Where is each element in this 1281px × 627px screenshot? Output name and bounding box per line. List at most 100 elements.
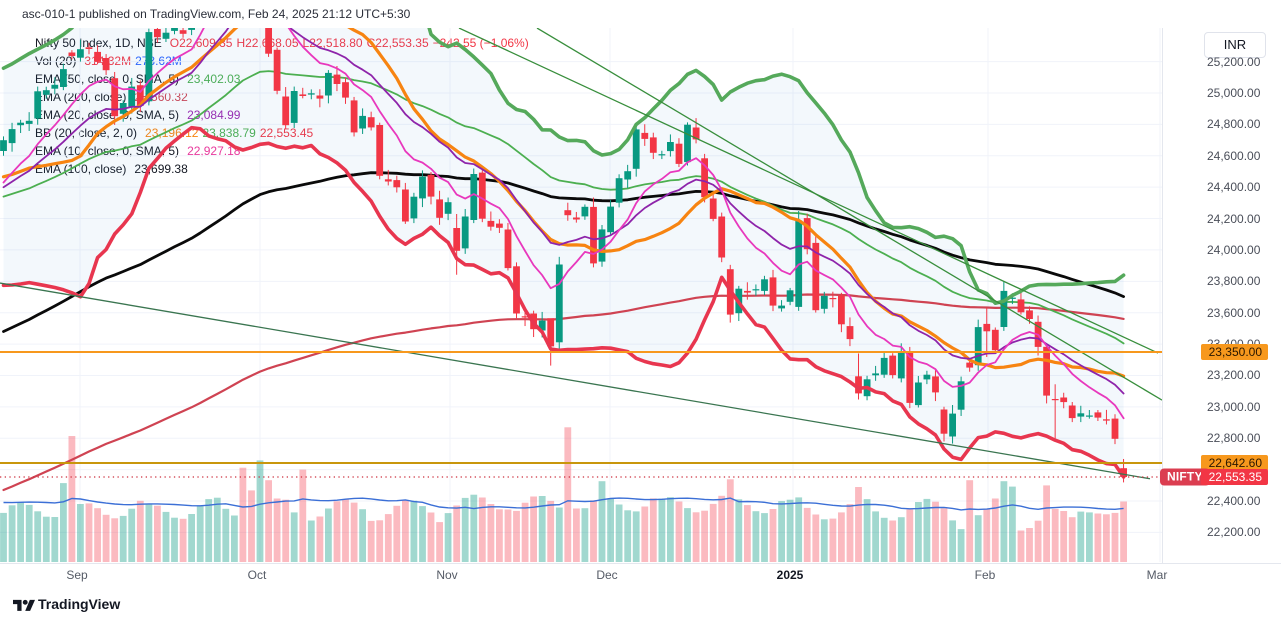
candle-body [769,277,777,306]
candle-body [709,198,717,219]
volume-bar [838,512,845,562]
candle-body [538,320,546,331]
volume-bar [915,502,922,562]
volume-bar [598,481,606,562]
candle-body [419,176,426,199]
chart-pane[interactable]: Nifty 50 Index, 1D, NSEO22,609.35H22,668… [0,0,1281,563]
ema50-line[interactable] [2,70,1125,345]
volume-bar [461,497,469,562]
candle-body [684,124,691,163]
volume-bar [991,498,999,562]
candle-body [290,91,298,123]
volume-bar [94,508,101,562]
candle-body [504,229,512,269]
candle-body [1043,346,1050,396]
volume-bar [154,505,161,562]
candle-body [846,326,854,340]
volume-bar [692,512,700,562]
candle-body [282,96,290,126]
volume-bar [487,504,495,562]
volume-bar [1086,512,1093,562]
trendline[interactable] [458,28,1159,354]
candle-body [649,137,657,153]
volume-bar [290,512,298,562]
bb-lower-line[interactable] [1,125,1126,479]
price-chart[interactable] [0,0,1281,563]
volume-bar [983,509,991,562]
volume-bar [709,503,717,562]
volume-bar [8,505,16,562]
symbol-price-tag: NIFTY [1160,468,1210,486]
candle-body [820,295,828,309]
time-axis[interactable]: Sep Oct Nov Dec 2025 Feb Mar [0,563,1281,588]
ema100-line[interactable] [2,171,1125,333]
volume-bar [1000,481,1008,562]
candle-body [60,69,67,87]
volume-bar [632,511,640,562]
volume-bar [744,505,751,562]
price-tick: 22,400.00 [1207,494,1261,509]
candle-body [111,78,119,117]
volume-bar [419,506,426,562]
candle-body [444,202,452,214]
volume-bar [376,520,384,562]
volume-bar [761,513,768,562]
volume-bar [196,505,204,562]
volume-bar [1094,513,1102,562]
candle-body [1000,290,1008,327]
volume-bar [188,514,195,562]
plot-area[interactable] [0,0,1162,562]
candles[interactable] [0,0,1127,483]
volume-bar [906,509,914,562]
ema20-line[interactable] [2,1,1125,395]
volume-bar [667,497,674,562]
volume-bar [402,500,409,562]
volume-bar [1026,528,1033,562]
volume-bar [957,529,965,562]
ema10-line[interactable] [2,0,1125,420]
volume-bar [940,508,948,562]
price-tick: 25,200.00 [1207,54,1261,69]
time-axis-label: Sep [66,568,88,582]
candle-body [410,196,418,219]
bb-upper-line[interactable] [1,0,1126,305]
volume-ma-line[interactable] [3,497,1124,511]
volume-bar [1111,512,1119,562]
candle-body [786,290,794,302]
bb-fill [3,28,1124,477]
currency-button[interactable]: INR [1204,32,1266,58]
volume-bar [205,499,213,562]
time-axis-label: 2025 [776,568,804,582]
volume-bar [85,503,93,562]
volume-bar [307,520,315,562]
ema200-line[interactable] [2,293,1125,492]
volume-bar [77,504,84,562]
trendline[interactable] [536,28,1162,401]
candle-body [154,29,161,38]
volume-bar [393,505,401,562]
candle-body [1111,418,1119,439]
candle-body [718,216,726,258]
price-axis[interactable]: INR 25,200.00 25,000.00 24,800.00 24,600.00… [1160,28,1281,563]
trendline[interactable] [0,282,1151,480]
volume-bar [615,504,623,562]
footer: TradingView [0,587,1281,627]
volume-bar [735,499,743,562]
candle-body [991,329,999,351]
price-tick: 23,000.00 [1207,399,1261,414]
candle-body [1103,419,1110,421]
volume-bar [213,497,221,562]
candle-body [1026,310,1033,319]
candle-body [333,74,341,84]
candle-body [555,264,563,343]
candle-body [393,180,401,188]
volume-bar [820,519,828,562]
volume-bar [812,514,820,562]
price-tick: 24,800.00 [1207,117,1261,132]
candle-body [889,355,897,376]
candle-body [179,30,187,34]
candle-body [496,223,503,228]
volume-bar [846,504,854,562]
volume-bar [350,502,358,562]
volume-bar [128,508,136,562]
